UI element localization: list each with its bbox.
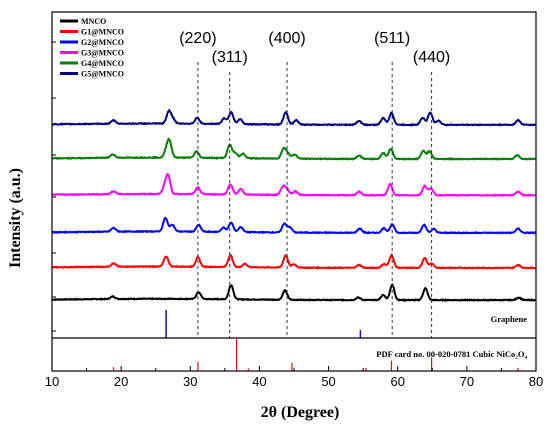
x-tick-label: 50 xyxy=(321,374,335,389)
plot-area: Graphene PDF card no. 00-020-0781 Cubic N… xyxy=(51,108,537,371)
miller-index-label: (220) xyxy=(179,30,216,47)
x-tick-label: 10 xyxy=(45,374,59,389)
x-tick-label: 20 xyxy=(114,374,128,389)
series-line-g3-mnco xyxy=(51,173,537,198)
series-line-mnco xyxy=(51,282,536,303)
annotations: (220) (311) (400) (511)(440) xyxy=(179,30,450,338)
series-line-g2-mnco xyxy=(51,216,537,235)
series-line-g5-mnco xyxy=(51,108,537,127)
x-axis-title: 2θ (Degree) xyxy=(261,404,340,421)
x-tick-label: 40 xyxy=(252,374,266,389)
miller-index-label: (440) xyxy=(413,49,450,66)
miller-index-label: (311) xyxy=(212,49,248,66)
x-tick-label: 60 xyxy=(390,374,404,389)
legend-label: G5@MNCO xyxy=(81,70,124,79)
miller-index-label: (400) xyxy=(268,30,305,47)
series-line-g1-mnco xyxy=(51,252,537,270)
x-tick-label: 30 xyxy=(183,374,197,389)
y-axis-title: Intensity (a.u.) xyxy=(7,168,24,268)
legend-label: G4@MNCO xyxy=(81,59,124,68)
legend-label: G2@MNCO xyxy=(81,38,124,47)
series-line-g4-mnco xyxy=(51,137,537,161)
x-tick-label: 70 xyxy=(460,374,474,389)
legend-label: G3@MNCO xyxy=(81,49,124,58)
graphene-label: Graphene xyxy=(491,314,528,324)
legend-label: G1@MNCO xyxy=(81,28,124,37)
pdf-card-label: PDF card no. 00-020-0781 Cubic NiCo₂O₄ xyxy=(376,349,527,359)
legend-label: MNCO xyxy=(81,17,106,26)
x-tick-label: 80 xyxy=(529,374,543,389)
miller-index-label: (511) xyxy=(374,30,410,47)
axes: 10 20 30 40 50 60 70 80 xyxy=(45,11,543,389)
